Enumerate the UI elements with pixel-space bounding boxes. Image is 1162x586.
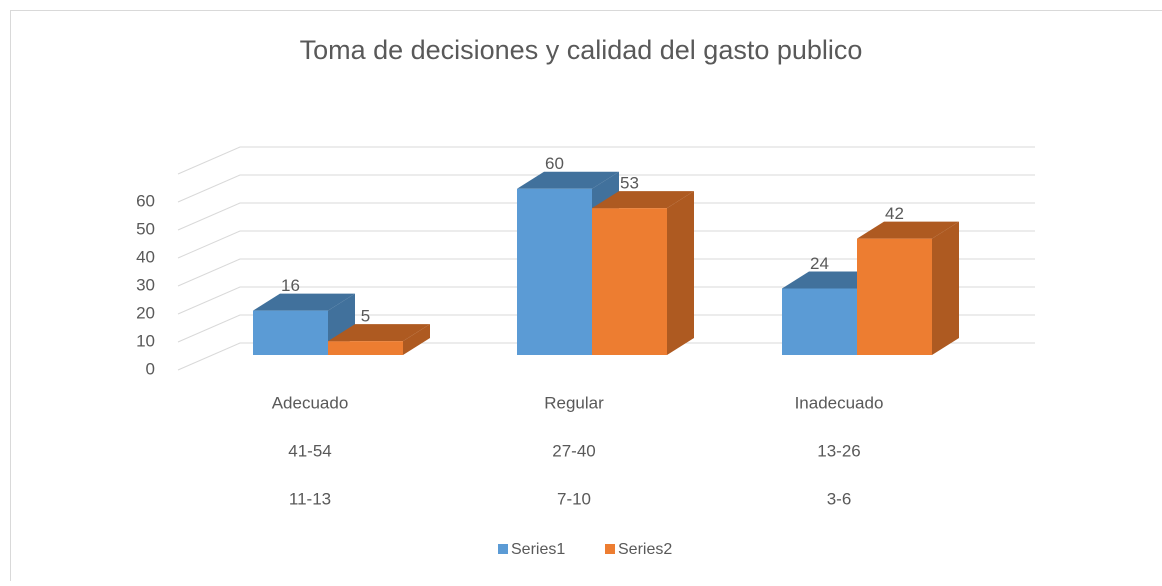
bar-face — [328, 341, 403, 355]
y-tick-label: 50 — [136, 219, 155, 238]
bar — [857, 222, 959, 355]
data-label: 16 — [281, 276, 300, 295]
bar-face — [932, 222, 959, 355]
data-label: 24 — [810, 254, 829, 273]
legend-label: Series2 — [618, 541, 672, 558]
bar-face — [667, 191, 694, 355]
x-tick-label: Inadecuado — [795, 393, 884, 412]
y-tick-label: 20 — [136, 303, 155, 322]
x-tick-label: 7-10 — [557, 489, 591, 508]
bar-face — [592, 208, 667, 355]
data-label: 53 — [620, 174, 639, 193]
bar-face — [517, 189, 592, 355]
x-tick-label: 13-26 — [817, 441, 860, 460]
bar-face — [857, 239, 932, 355]
x-tick-label: 27-40 — [552, 441, 595, 460]
bar-face — [782, 288, 857, 355]
y-tick-label: 40 — [136, 247, 155, 266]
y-tick-label: 30 — [136, 275, 155, 294]
chart-title: Toma de decisiones y calidad del gasto p… — [300, 35, 863, 65]
bar-face — [253, 311, 328, 355]
legend-label: Series1 — [511, 541, 565, 558]
legend-swatch — [605, 544, 615, 554]
y-tick-label: 10 — [136, 331, 155, 350]
bar — [592, 191, 694, 355]
data-label: 60 — [545, 154, 564, 173]
x-tick-label: Adecuado — [272, 393, 349, 412]
legend-swatch — [498, 544, 508, 554]
x-tick-label: 11-13 — [289, 489, 331, 508]
x-tick-label: 41-54 — [288, 441, 331, 460]
data-label: 42 — [885, 204, 904, 223]
data-label: 5 — [361, 307, 370, 326]
x-tick-label: 3-6 — [827, 489, 852, 508]
y-tick-label: 0 — [146, 359, 155, 378]
y-tick-label: 60 — [136, 191, 155, 210]
x-tick-label: Regular — [544, 393, 604, 412]
